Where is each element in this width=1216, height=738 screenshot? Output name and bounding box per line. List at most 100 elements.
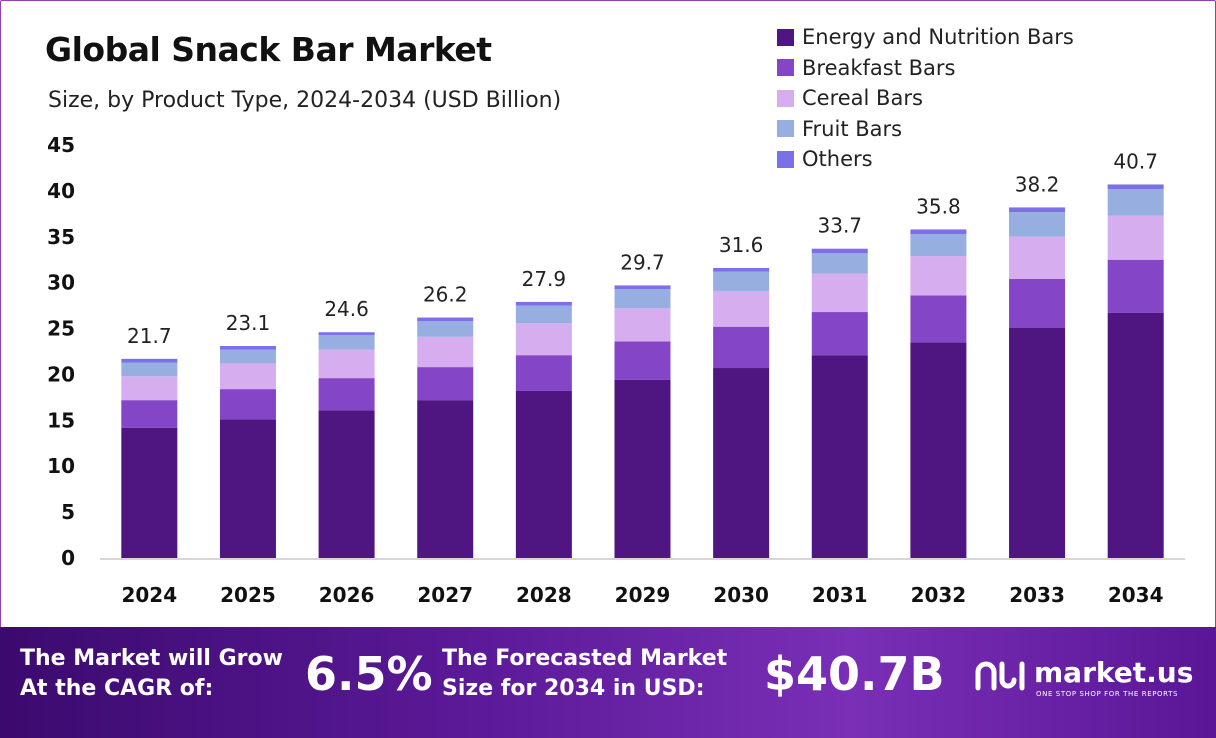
x-tick-label: 2025	[220, 583, 276, 607]
cagr-label-line2: At the CAGR of:	[20, 676, 214, 701]
bar-segment-others	[515, 301, 572, 306]
bar-segment-breakfast	[614, 341, 671, 380]
bar-segment-breakfast	[713, 326, 770, 369]
bar-segment-cereal	[713, 290, 770, 327]
forecast-label-line1: The Forecasted Market	[442, 646, 728, 671]
legend-label-others: Others	[802, 147, 873, 172]
bar-segment-fruit	[515, 305, 572, 324]
brand-name: market.us	[1034, 656, 1194, 689]
bar-segment-others	[713, 267, 770, 272]
bar-segment-fruit	[1107, 189, 1164, 216]
chart-title: Global Snack Bar Market	[45, 30, 492, 69]
legend-item-others: Others	[777, 144, 1074, 175]
total-data-label: 27.9	[522, 267, 567, 291]
bar-segment-cereal	[219, 363, 276, 390]
bar-segment-breakfast	[1009, 278, 1066, 328]
bar-segment-cereal	[1107, 215, 1164, 260]
bar-segment-energy	[121, 427, 178, 558]
y-tick-label: 25	[47, 317, 75, 341]
x-tick-label: 2028	[516, 583, 572, 607]
bar-segment-energy	[219, 419, 276, 558]
bar-segment-energy	[318, 410, 375, 558]
total-data-label: 33.7	[818, 214, 863, 238]
legend: Energy and Nutrition Bars Breakfast Bars…	[777, 22, 1074, 175]
bar-segment-others	[614, 285, 671, 290]
total-data-label: 24.6	[324, 297, 369, 321]
bar-segment-breakfast	[121, 400, 178, 428]
legend-swatch-cereal	[777, 89, 794, 107]
legend-item-cereal: Cereal Bars	[777, 83, 1074, 114]
bar-segment-energy	[515, 390, 572, 558]
bar-segment-breakfast	[910, 295, 967, 343]
y-tick-label: 45	[47, 133, 75, 157]
legend-swatch-breakfast	[777, 59, 794, 77]
bar-segment-cereal	[417, 336, 474, 368]
bar-segment-fruit	[811, 253, 868, 274]
y-tick-label: 10	[47, 454, 75, 478]
chart-subtitle: Size, by Product Type, 2024-2034 (USD Bi…	[48, 88, 562, 113]
bar-segment-breakfast	[417, 367, 474, 401]
bar-segment-cereal	[811, 273, 868, 313]
x-tick-label: 2031	[812, 583, 868, 607]
bar-segment-energy	[811, 355, 868, 558]
brand-tagline: ONE STOP SHOP FOR THE REPORTS	[1036, 690, 1179, 698]
market-us-logo-icon	[975, 661, 1025, 691]
bar-segment-others	[910, 229, 967, 235]
total-data-label: 40.7	[1113, 149, 1158, 173]
bar-segment-others	[121, 358, 178, 363]
cagr-label: The Market will Grow At the CAGR of:	[20, 644, 283, 704]
x-tick-label: 2026	[319, 583, 375, 607]
bar-segment-fruit	[318, 334, 375, 350]
bar-segment-breakfast	[219, 389, 276, 420]
bar-segment-breakfast	[1107, 259, 1164, 313]
total-data-label: 35.8	[916, 194, 961, 218]
bar-segment-fruit	[1009, 211, 1066, 237]
bar-segment-breakfast	[318, 378, 375, 411]
bar-segment-others	[219, 345, 276, 350]
legend-label-energy: Energy and Nutrition Bars	[802, 25, 1074, 50]
y-tick-label: 40	[47, 179, 75, 203]
forecast-value: $40.7B	[764, 647, 945, 701]
y-tick-label: 30	[47, 271, 75, 295]
y-tick-label: 5	[61, 500, 75, 524]
y-tick-label: 15	[47, 408, 75, 432]
legend-label-cereal: Cereal Bars	[802, 86, 923, 111]
x-tick-label: 2032	[911, 583, 967, 607]
footer-banner: The Market will Grow At the CAGR of: 6.5…	[0, 627, 1216, 738]
total-data-label: 29.7	[620, 250, 665, 274]
legend-item-breakfast: Breakfast Bars	[777, 53, 1074, 84]
x-tick-label: 2034	[1108, 583, 1164, 607]
total-data-label: 38.2	[1015, 172, 1060, 196]
y-tick-label: 0	[61, 546, 75, 570]
legend-label-fruit: Fruit Bars	[802, 116, 903, 141]
bar-segment-cereal	[1009, 236, 1066, 279]
legend-item-fruit: Fruit Bars	[777, 114, 1074, 145]
bar-segment-cereal	[910, 256, 967, 296]
x-tick-label: 2027	[417, 583, 473, 607]
forecast-label: The Forecasted Market Size for 2034 in U…	[442, 644, 727, 704]
x-tick-label: 2030	[713, 583, 769, 607]
bar-segment-cereal	[121, 376, 178, 401]
bar-segment-cereal	[614, 308, 671, 342]
bar-segment-others	[417, 317, 474, 322]
bar-segment-others	[1107, 184, 1164, 190]
bar-segment-cereal	[515, 323, 572, 356]
bar-segment-cereal	[318, 349, 375, 379]
bar-segment-others	[811, 248, 868, 254]
y-tick-label: 20	[47, 362, 75, 386]
bar-segment-others	[1009, 207, 1066, 212]
y-tick-label: 35	[47, 225, 75, 249]
bar-segment-fruit	[219, 349, 276, 364]
bar-segment-fruit	[614, 289, 671, 309]
total-data-label: 26.2	[423, 283, 468, 307]
x-tick-label: 2033	[1009, 583, 1065, 607]
forecast-label-line2: Size for 2034 in USD:	[442, 676, 705, 701]
bar-segment-fruit	[713, 271, 770, 291]
legend-swatch-fruit	[777, 120, 794, 138]
bar-segment-fruit	[121, 362, 178, 377]
x-tick-label: 2024	[121, 583, 177, 607]
bar-segment-others	[318, 332, 375, 335]
bar-segment-fruit	[417, 321, 474, 337]
bar-segment-energy	[417, 400, 474, 558]
bar-segment-breakfast	[515, 355, 572, 391]
